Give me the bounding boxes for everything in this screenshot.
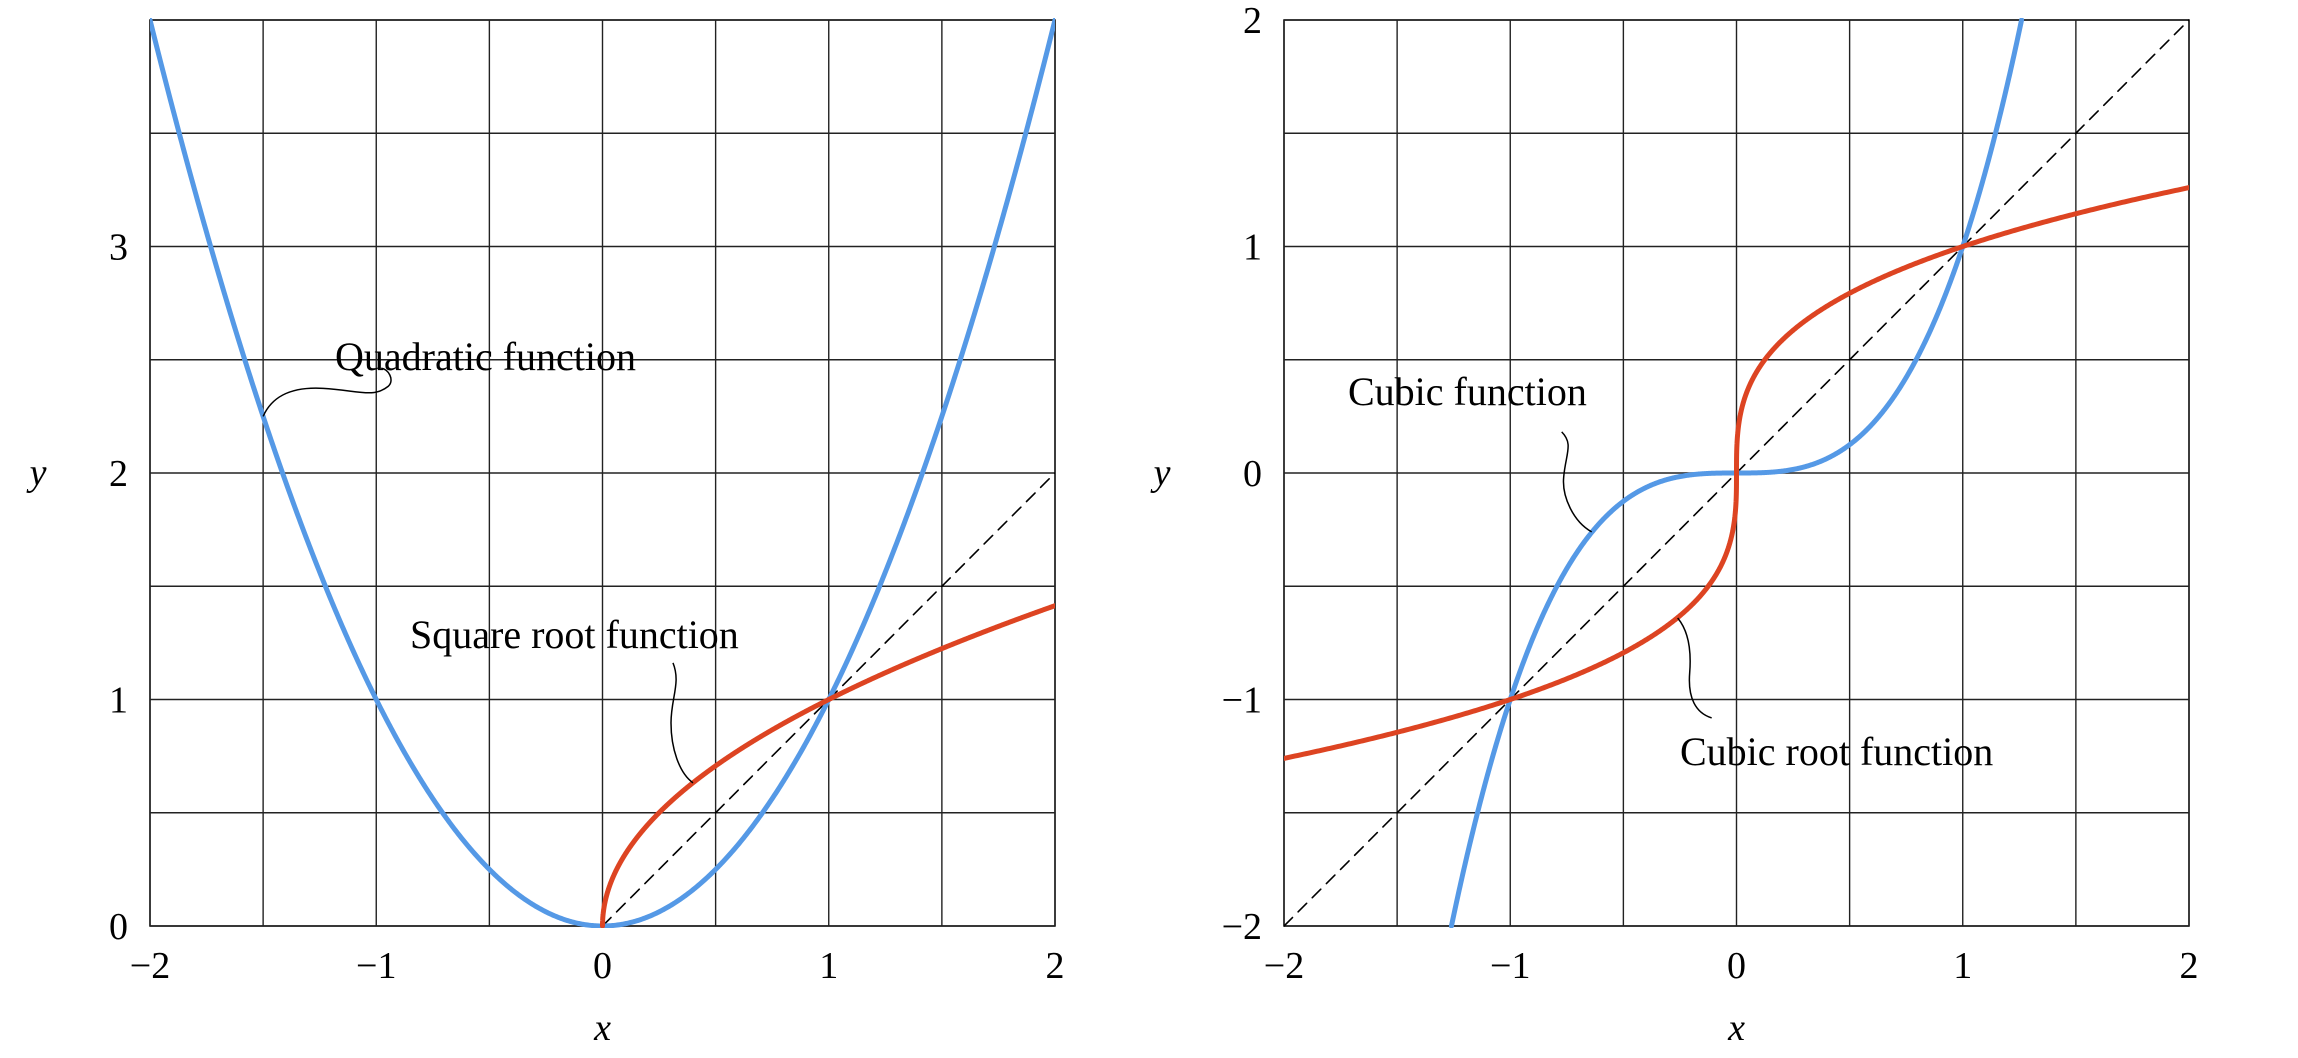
annotation-label: Quadratic function <box>335 334 636 379</box>
annotation-label: Cubic root function <box>1680 729 1993 774</box>
y-tick-label: 0 <box>1243 453 1262 495</box>
x-tick-label: 0 <box>1727 945 1746 987</box>
grid <box>149 19 1056 927</box>
annotation-leader-line <box>670 662 694 784</box>
x-tick-label: 2 <box>1046 945 1065 987</box>
x-tick-label: −2 <box>1264 945 1304 987</box>
x-axis-label: x <box>1727 1007 1745 1049</box>
series-line-cbrtx <box>1284 185 2189 761</box>
x-tick-label: 1 <box>819 945 838 987</box>
annotation-leader-line <box>1677 617 1712 719</box>
series-group <box>150 18 1055 928</box>
plot-frame <box>1283 19 2190 927</box>
y-tick-label: 0 <box>109 906 128 948</box>
annotation-label: Cubic function <box>1348 369 1587 414</box>
x-tick-label: 0 <box>593 945 612 987</box>
left-chart-panel: −2 −1 0 1 2 0 1 2 3 x y Quadratic function Square ro… <box>26 18 1065 1049</box>
y-axis-label: y <box>1150 452 1171 494</box>
y-tick-label: 3 <box>109 227 128 269</box>
annotation-leader-line <box>1561 431 1593 533</box>
x-tick-label: 1 <box>1953 945 1972 987</box>
y-tick-label: −2 <box>1222 906 1262 948</box>
right-chart-panel: −2 −1 0 1 2 −2 −1 0 1 2 x y Cubic function Cubic root… <box>1150 0 2199 1049</box>
x-tick-label: −1 <box>356 945 396 987</box>
y-tick-label: 1 <box>1243 227 1262 269</box>
annotation-label: Square root function <box>410 612 739 657</box>
y-axis-label: y <box>26 452 47 494</box>
x-tick-label: −2 <box>130 945 170 987</box>
series-line-sqrtx <box>600 603 1055 928</box>
y-tick-label: 2 <box>109 453 128 495</box>
y-tick-label: −1 <box>1222 680 1262 722</box>
x-tick-label: −1 <box>1490 945 1530 987</box>
y-tick-label: 2 <box>1243 0 1262 42</box>
x-tick-label: 2 <box>2180 945 2199 987</box>
series-group <box>1284 18 2189 928</box>
x-axis-label: x <box>593 1007 611 1049</box>
y-tick-label: 1 <box>109 680 128 722</box>
annotation-leader-line <box>262 367 392 417</box>
